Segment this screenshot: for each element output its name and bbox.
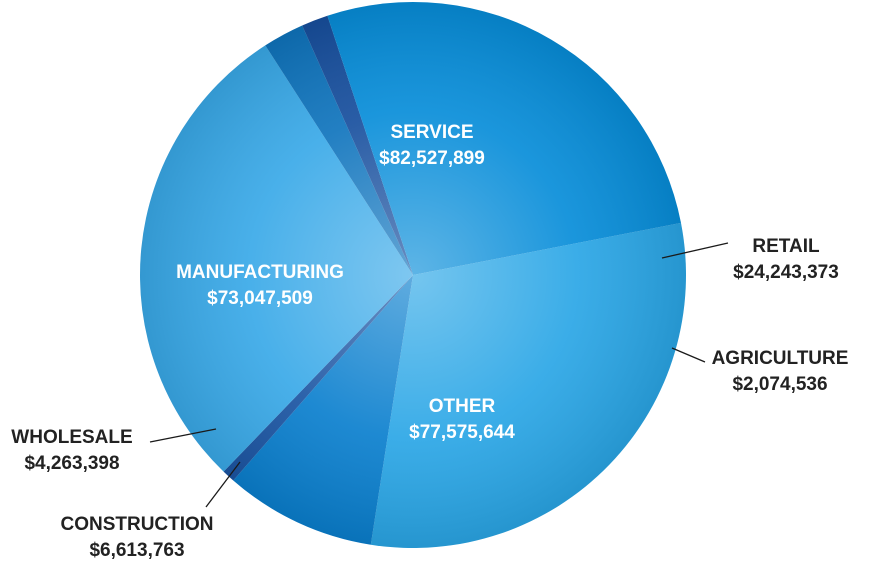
slice-name-manufacturing: MANUFACTURING <box>176 262 344 283</box>
slice-name-construction: CONSTRUCTION <box>60 514 213 535</box>
slice-value-manufacturing: $73,047,509 <box>207 288 313 309</box>
slice-value-wholesale: $4,263,398 <box>24 453 119 474</box>
pie-labels: SERVICE $82,527,899 RETAIL $24,243,373 AGRIC… <box>11 122 848 561</box>
pie-sheen <box>140 2 686 548</box>
slice-name-wholesale: WHOLESALE <box>11 427 132 448</box>
slice-name-retail: RETAIL <box>752 236 820 257</box>
slice-value-retail: $24,243,373 <box>733 262 839 283</box>
slice-value-service: $82,527,899 <box>379 148 485 169</box>
slice-name-agriculture: AGRICULTURE <box>712 348 849 369</box>
slice-name-other: OTHER <box>429 396 496 417</box>
leader-line-construction <box>205 461 241 508</box>
slice-value-other: $77,575,644 <box>409 422 515 443</box>
leader-line-wholesale <box>149 428 217 443</box>
slice-value-agriculture: $2,074,536 <box>732 374 827 395</box>
slice-name-service: SERVICE <box>390 122 473 143</box>
pie-slices <box>139 2 686 549</box>
slice-value-construction: $6,613,763 <box>89 540 184 561</box>
leader-line-retail <box>661 242 729 259</box>
leader-line-agriculture <box>671 347 706 363</box>
